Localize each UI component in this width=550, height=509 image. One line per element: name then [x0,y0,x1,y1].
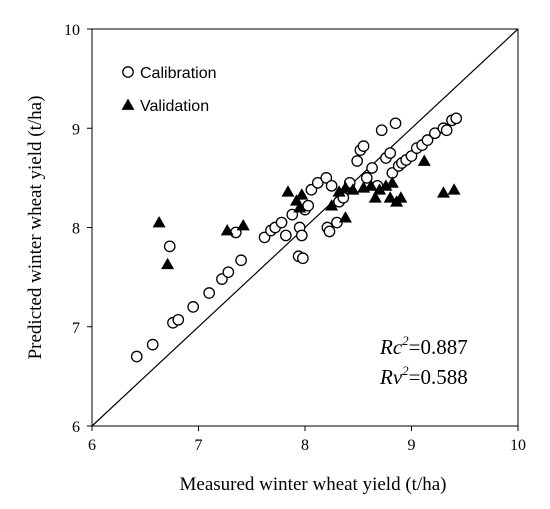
x-tick-label: 6 [88,437,96,454]
r-squared-superscript: 2 [402,363,409,378]
y-axis-title: Predicted winter wheat yield (t/ha) [25,96,46,360]
calibration-point [297,252,309,265]
calibration-point [146,338,159,351]
y-tick-label: 10 [64,22,80,39]
calibration-point [302,199,315,212]
validation-point [152,216,166,228]
calibration-point [279,229,292,242]
calibration-point [450,112,463,125]
y-tick-label: 7 [72,320,80,337]
x-tick-label: 8 [301,437,309,454]
validation-point [338,181,352,193]
calibration-point [357,140,370,152]
validation-point [447,183,461,195]
validation-point [293,201,307,213]
calibration-point [311,176,324,189]
validation-point [373,183,387,195]
r-squared-symbol: Rv [379,365,403,389]
y-axis-ticks: 6 7 8 9 10 [64,22,92,436]
validation-point [394,191,408,203]
calibration-point [222,266,235,279]
validation-point [161,257,175,270]
legend-validation-marker [121,98,135,110]
validation-point [281,185,295,197]
validation-point [364,179,378,191]
calibration-point [360,172,373,184]
y-tick-label: 6 [72,419,80,436]
x-tick-label: 9 [408,437,416,454]
calibration-point [325,179,338,192]
calibration-point [421,134,434,147]
calibration-point [429,127,441,140]
validation-point [295,188,309,200]
r-squared-value: =0.887 [409,335,468,359]
calibration-point [351,155,364,167]
calibration-point [320,172,333,184]
y-tick-label: 9 [72,121,80,138]
calibration-point [163,240,176,253]
calibration-point [203,287,215,299]
r-squared-label: Rc2=0.887 [379,333,468,359]
validation-point [220,223,234,236]
validation-point [383,191,397,203]
validation-point [368,191,382,203]
calibration-point [187,301,200,313]
validation-point [332,185,346,197]
legend-calibration-marker [122,66,134,78]
x-axis-title: Measured winter wheat yield (t/ha) [180,474,447,495]
validation-point [346,183,360,195]
r-squared-symbol: Rc [379,335,403,359]
calibration-point [295,229,308,242]
calibration-point [366,162,378,174]
validation-point [325,199,339,211]
calibration-point [375,124,388,137]
validation-point [236,219,250,231]
calibration-point [384,147,397,159]
validation-point [436,186,450,198]
calibration-point [389,117,402,130]
x-axis-ticks: 6 7 8 9 10 [88,426,526,454]
legend: Calibration Validation [121,65,216,115]
calibration-point [331,216,343,229]
r-squared-label: Rv2=0.588 [379,363,468,389]
calibration-point [275,216,288,229]
validation-point [385,176,399,188]
calibration-point [323,225,336,238]
series-calibration [130,112,463,363]
calibration-point [172,313,185,326]
r-squared-value: =0.588 [409,365,468,389]
calibration-point [235,254,247,267]
validation-point [417,154,431,166]
r-squared-superscript: 2 [402,333,409,348]
calibration-point [130,350,143,363]
calibration-point [405,150,418,162]
validation-point [379,179,393,191]
legend-label: Calibration [140,65,216,82]
x-tick-label: 7 [195,437,203,454]
legend-label: Validation [140,98,209,115]
y-tick-label: 8 [72,221,80,238]
series-validation [152,154,461,270]
calibration-point [440,124,453,137]
validation-point [338,211,352,223]
x-tick-label: 10 [510,437,526,454]
